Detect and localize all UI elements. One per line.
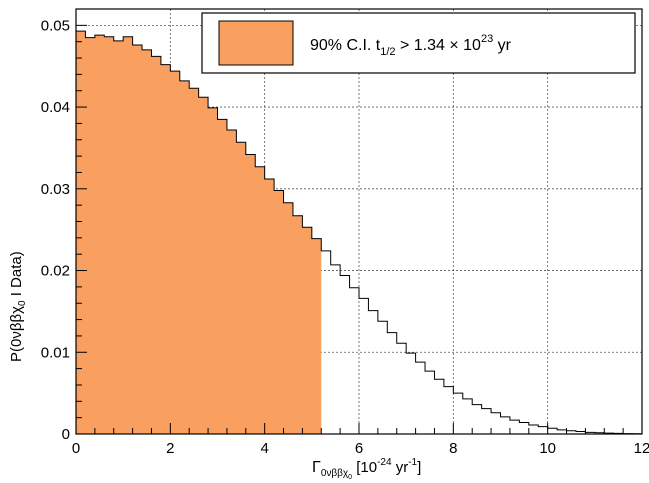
axis-ticks (75, 8, 643, 435)
x-axis-title: Γ0νββχ0 [10-24 yr-1] (312, 457, 421, 481)
y-tick-label: 0.03 (41, 181, 70, 198)
y-tick-label: 0.02 (41, 263, 70, 280)
legend-swatch (218, 20, 294, 66)
x-tick-label: 2 (166, 440, 174, 457)
x-tick-label: 10 (539, 440, 556, 457)
y-tick-label: 0.04 (41, 99, 70, 116)
x-tick-label: 4 (260, 440, 268, 457)
x-tick-label: 6 (355, 440, 363, 457)
y-tick-label: 0.01 (41, 344, 70, 361)
credible-interval-shaded-area (76, 31, 322, 434)
legend-label: 90% C.I. t1/2 > 1.34 × 1023 yr (310, 33, 512, 58)
x-tick-label: 12 (634, 440, 649, 457)
y-axis-title: P(0νββχ0 I Data) (8, 251, 28, 362)
y-tick-label: 0 (62, 426, 70, 443)
x-tick-label: 0 (72, 440, 80, 457)
y-tick-labels: 0 0.01 0.02 0.03 0.04 0.05 (41, 17, 70, 443)
x-tick-labels: 0 2 4 6 8 10 12 (72, 440, 649, 457)
x-tick-label: 8 (449, 440, 457, 457)
y-tick-label: 0.05 (41, 17, 70, 34)
legend: 90% C.I. t1/2 > 1.34 × 1023 yr (201, 12, 636, 74)
